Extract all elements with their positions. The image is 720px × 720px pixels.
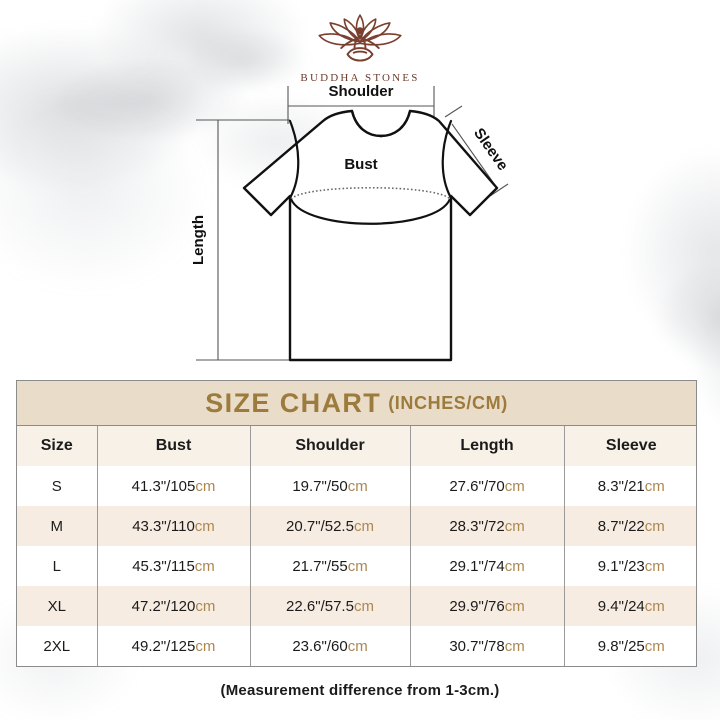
bust-ellipse-bottom — [289, 198, 452, 225]
cell-length: 28.3"/72cm — [410, 506, 565, 546]
value-inches: 27.6"/70 — [449, 477, 505, 495]
value-inches: 21.7"/55 — [292, 557, 348, 575]
brand-logo: BUDDHA STONES — [0, 12, 720, 84]
size-chart-table: Size Bust Shoulder Length Sleeve S 41.3"… — [17, 426, 696, 666]
value-cm-unit: cm — [504, 597, 525, 615]
value-inches: 45.3"/115 — [132, 557, 195, 575]
cell-shoulder: 22.6"/57.5cm — [250, 586, 411, 626]
table-row: XL 47.2"/120cm 22.6"/57.5cm 29.9"/76cm 9… — [17, 586, 696, 626]
value-cm-unit: cm — [347, 637, 368, 655]
value-inches: 19.7"/50 — [292, 477, 348, 495]
cell-bust: 45.3"/115cm — [97, 546, 251, 586]
value-cm-unit: cm — [644, 517, 665, 535]
value-inches: 47.2"/120 — [131, 597, 196, 615]
cell-length: 29.9"/76cm — [410, 586, 565, 626]
value-cm-unit: cm — [347, 557, 368, 575]
value-inches: 49.2"/125 — [131, 637, 196, 655]
bust-ellipse-top — [290, 186, 451, 200]
value-inches: 20.7"/52.5 — [286, 517, 354, 535]
cell-bust: 43.3"/110cm — [97, 506, 251, 546]
cell-bust: 49.2"/125cm — [97, 626, 251, 666]
shoulder-label: Shoulder — [328, 84, 393, 100]
measurement-note: (Measurement difference from 1-3cm.) — [220, 682, 500, 699]
value-cm-unit: cm — [504, 477, 525, 495]
cell-sleeve: 9.8"/25cm — [564, 626, 696, 666]
column-header-bust: Bust — [97, 426, 251, 466]
lotus-meditation-icon — [318, 14, 402, 62]
cell-bust: 41.3"/105cm — [97, 466, 251, 506]
cell-size: M — [17, 506, 98, 546]
table-row: M 43.3"/110cm 20.7"/52.5cm 28.3"/72cm 8.… — [17, 506, 696, 546]
table-row: L 45.3"/115cm 21.7"/55cm 29.1"/74cm 9.1"… — [17, 546, 696, 586]
value-cm-unit: cm — [644, 557, 665, 575]
cell-sleeve: 9.4"/24cm — [564, 586, 696, 626]
value-inches: 41.3"/105 — [131, 477, 196, 495]
value-inches: 29.9"/76 — [449, 597, 505, 615]
value-cm-unit: cm — [347, 477, 368, 495]
cell-bust: 47.2"/120cm — [97, 586, 251, 626]
cell-length: 30.7"/78cm — [410, 626, 565, 666]
value-cm-unit: cm — [194, 517, 215, 535]
size-chart-title: SIZE CHART (INCHES/CM) — [17, 381, 696, 426]
collar-curve — [350, 109, 412, 138]
tshirt-measurement-diagram: Shoulder Bust Length Sleeve — [0, 84, 720, 380]
value-inches: 28.3"/72 — [449, 517, 505, 535]
value-cm-unit: cm — [644, 637, 665, 655]
size-chart-title-main: SIZE CHART — [205, 387, 382, 418]
value-cm-unit: cm — [504, 557, 525, 575]
value-inches: 8.7"/22 — [597, 517, 645, 535]
value-cm-unit: cm — [353, 597, 374, 615]
cell-shoulder: 23.6"/60cm — [250, 626, 411, 666]
table-header-row: Size Bust Shoulder Length Sleeve — [17, 426, 696, 466]
value-cm-unit: cm — [504, 637, 525, 655]
column-header-sleeve: Sleeve — [564, 426, 696, 466]
table-row: 2XL 49.2"/125cm 23.6"/60cm 30.7"/78cm 9.… — [17, 626, 696, 666]
size-chart-title-units: (INCHES/CM) — [388, 392, 508, 413]
brand-name: BUDDHA STONES — [300, 72, 420, 84]
cell-size: L — [17, 546, 98, 586]
cell-size: XL — [17, 586, 98, 626]
cell-sleeve: 8.7"/22cm — [564, 506, 696, 546]
value-cm-unit: cm — [195, 637, 216, 655]
value-cm-unit: cm — [194, 557, 215, 575]
cell-sleeve: 9.1"/23cm — [564, 546, 696, 586]
value-cm-unit: cm — [644, 597, 665, 615]
column-header-shoulder: Shoulder — [250, 426, 411, 466]
column-header-size: Size — [17, 426, 98, 466]
value-inches: 23.6"/60 — [292, 637, 348, 655]
cell-length: 27.6"/70cm — [410, 466, 565, 506]
value-inches: 43.3"/110 — [132, 517, 195, 535]
cell-size: S — [17, 466, 98, 506]
value-inches: 29.1"/74 — [449, 557, 505, 575]
value-inches: 9.1"/23 — [597, 557, 645, 575]
value-cm-unit: cm — [195, 597, 216, 615]
bust-label: Bust — [344, 156, 377, 173]
tshirt-outline — [242, 109, 499, 362]
column-header-length: Length — [410, 426, 565, 466]
cell-sleeve: 8.3"/21cm — [564, 466, 696, 506]
cell-size: 2XL — [17, 626, 98, 666]
table-row: S 41.3"/105cm 19.7"/50cm 27.6"/70cm 8.3"… — [17, 466, 696, 506]
cell-shoulder: 21.7"/55cm — [250, 546, 411, 586]
value-cm-unit: cm — [195, 477, 216, 495]
right-armhole-seam — [441, 119, 453, 200]
cell-shoulder: 20.7"/52.5cm — [250, 506, 411, 546]
cell-shoulder: 19.7"/50cm — [250, 466, 411, 506]
value-cm-unit: cm — [504, 517, 525, 535]
value-inches: 30.7"/78 — [449, 637, 505, 655]
value-cm-unit: cm — [644, 477, 665, 495]
size-chart-table-container: SIZE CHART (INCHES/CM) Size Bust Shoulde… — [16, 380, 697, 667]
left-armhole-seam — [288, 119, 300, 200]
value-cm-unit: cm — [353, 517, 374, 535]
value-inches: 9.4"/24 — [597, 597, 645, 615]
length-label: Length — [190, 215, 207, 265]
value-inches: 22.6"/57.5 — [286, 597, 354, 615]
cell-length: 29.1"/74cm — [410, 546, 565, 586]
value-inches: 8.3"/21 — [597, 477, 645, 495]
value-inches: 9.8"/25 — [597, 637, 645, 655]
